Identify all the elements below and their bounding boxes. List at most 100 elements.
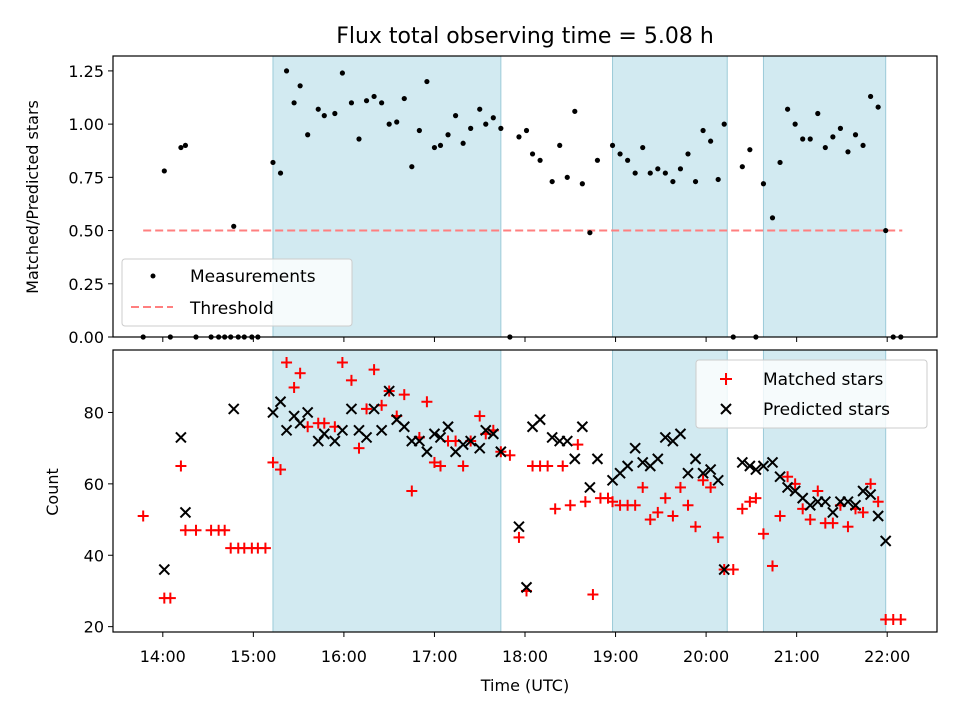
data-point	[379, 100, 385, 106]
legend-box	[695, 359, 928, 429]
data-point	[895, 614, 907, 626]
data-point	[830, 134, 836, 140]
data-point	[416, 127, 422, 134]
data-point	[468, 125, 474, 131]
data-point	[513, 531, 525, 543]
data-point	[182, 142, 189, 149]
data-point	[721, 121, 727, 127]
data-point	[682, 499, 694, 511]
data-point	[345, 403, 358, 415]
data-point	[267, 406, 279, 419]
data-point	[659, 492, 671, 504]
data-point	[609, 142, 616, 149]
legend-label-predicted: Predicted stars	[763, 400, 890, 420]
chart-title: Flux total observing time = 5.08 h	[336, 24, 714, 49]
data-point	[164, 592, 176, 604]
data-point	[704, 463, 717, 476]
data-point	[736, 456, 749, 469]
data-point	[474, 410, 486, 422]
data-point	[572, 108, 578, 114]
count-points	[137, 356, 907, 626]
data-point	[819, 496, 832, 508]
data-point	[546, 431, 558, 444]
data-point	[360, 431, 373, 444]
data-point	[557, 460, 569, 472]
data-point	[294, 417, 306, 429]
data-point	[591, 453, 604, 465]
data-point	[267, 456, 279, 468]
data-point	[421, 396, 433, 408]
data-point	[587, 230, 593, 236]
data-point	[670, 178, 676, 185]
data-point	[617, 151, 623, 157]
data-point	[804, 514, 816, 526]
data-point	[632, 170, 638, 176]
y-tick-label: 40	[84, 546, 104, 565]
data-point	[516, 134, 522, 140]
data-point	[647, 170, 653, 176]
data-point	[361, 403, 373, 415]
data-point	[549, 178, 555, 185]
data-point	[659, 431, 672, 444]
data-point	[179, 524, 191, 536]
data-point	[421, 446, 433, 458]
data-point	[336, 356, 348, 368]
data-point	[812, 485, 824, 497]
data-point	[621, 460, 634, 472]
data-point	[228, 403, 240, 415]
data-point	[782, 471, 794, 483]
data-point	[879, 535, 892, 547]
x-ticks	[162, 337, 888, 342]
data-point	[457, 438, 469, 451]
data-point	[394, 119, 400, 125]
data-point	[549, 503, 561, 515]
data-point	[457, 460, 469, 472]
data-point	[857, 485, 869, 497]
data-point	[667, 510, 679, 522]
data-point	[744, 496, 756, 508]
data-point	[640, 144, 646, 151]
data-point	[294, 367, 306, 379]
data-point	[504, 449, 516, 461]
data-point	[434, 431, 447, 444]
observing-window	[272, 349, 502, 633]
data-point	[161, 168, 167, 174]
data-point	[297, 83, 303, 89]
data-point	[318, 417, 330, 429]
data-point	[777, 159, 783, 166]
data-point	[537, 157, 543, 163]
data-point	[281, 356, 293, 368]
data-point	[321, 113, 327, 119]
data-point	[637, 481, 649, 493]
y-ticks: 20 40 60 80	[84, 403, 113, 637]
legend-marker-predicted	[720, 403, 732, 415]
data-point	[652, 506, 664, 518]
data-point	[339, 70, 345, 76]
data-point	[750, 492, 762, 504]
data-point	[542, 460, 554, 472]
x-ticks: 14:00 15:00 16:00 17:00 18:00 19:00 20:00 21:00…	[140, 632, 910, 666]
data-point	[674, 481, 686, 493]
data-point	[513, 520, 525, 533]
data-point	[315, 106, 321, 112]
count-panel: Count Time (UTC) 20 40 60 80 14:00 15:00 16:0…	[43, 349, 938, 695]
data-point	[283, 68, 290, 74]
data-point	[774, 471, 786, 483]
data-point	[744, 460, 756, 472]
data-point	[231, 223, 237, 229]
data-point	[739, 164, 745, 170]
x-tick-label: 18:00	[502, 647, 548, 666]
data-point	[652, 453, 664, 465]
data-point	[329, 435, 341, 447]
data-point	[406, 485, 418, 497]
data-point	[781, 481, 794, 494]
data-point	[865, 478, 877, 490]
x-tick-label: 21:00	[774, 647, 820, 666]
data-point	[815, 110, 821, 117]
y-tick-label: 0.75	[68, 168, 104, 187]
data-point	[301, 406, 314, 419]
data-point	[804, 499, 816, 511]
data-point	[883, 227, 889, 234]
legend: Measurements Threshold	[121, 258, 353, 327]
data-point	[371, 93, 377, 100]
